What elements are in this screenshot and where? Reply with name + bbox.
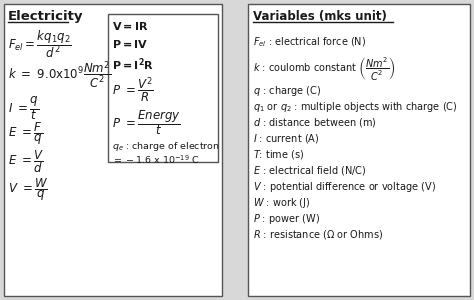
Text: Electricity: Electricity	[8, 10, 83, 23]
Text: $q_{e}$ : charge of electron: $q_{e}$ : charge of electron	[112, 140, 220, 153]
Text: $P\ =\dfrac{\mathit{Energy}}{t}$: $P\ =\dfrac{\mathit{Energy}}{t}$	[112, 108, 181, 137]
Text: $k\ =\ 9.0\mathrm{x}10^{9}\dfrac{Nm^{2}}{C^{2}}$: $k\ =\ 9.0\mathrm{x}10^{9}\dfrac{Nm^{2}}…	[8, 60, 111, 92]
Text: Variables (mks unit): Variables (mks unit)	[253, 10, 387, 23]
Text: $\mathbf{V = IR}$: $\mathbf{V = IR}$	[112, 20, 149, 32]
Text: $P\ =\dfrac{V^{2}}{R}$: $P\ =\dfrac{V^{2}}{R}$	[112, 76, 154, 105]
Text: $\mathbf{P = IV}$: $\mathbf{P = IV}$	[112, 38, 148, 50]
Text: $E$ : electrical field (N/C): $E$ : electrical field (N/C)	[253, 164, 367, 177]
Text: $W$ : work (J): $W$ : work (J)	[253, 196, 310, 210]
Text: $\mathbf{P = I^{2}R}$: $\mathbf{P = I^{2}R}$	[112, 56, 154, 73]
Bar	[108, 14, 218, 162]
Text: $q_{1}$ or $q_{2}$ : multiple objects with charge (C): $q_{1}$ or $q_{2}$ : multiple objects wi…	[253, 100, 457, 114]
Text: $R$ : resistance ($\Omega$ or Ohms): $R$ : resistance ($\Omega$ or Ohms)	[253, 228, 383, 241]
Text: $P$ : power (W): $P$ : power (W)	[253, 212, 320, 226]
Bar	[248, 4, 470, 296]
Text: $V\ =\dfrac{W}{q}$: $V\ =\dfrac{W}{q}$	[8, 176, 48, 203]
Text: $q$ : charge (C): $q$ : charge (C)	[253, 84, 321, 98]
Text: $I\ =\dfrac{q}{t}$: $I\ =\dfrac{q}{t}$	[8, 95, 39, 122]
Text: $k$ : coulomb constant $\left(\dfrac{Nm^{2}}{C^{2}}\right)$: $k$ : coulomb constant $\left(\dfrac{Nm^…	[253, 55, 395, 82]
Text: $T$: time (s): $T$: time (s)	[253, 148, 304, 161]
Text: $E\ =\dfrac{V}{d}$: $E\ =\dfrac{V}{d}$	[8, 148, 45, 175]
Bar	[4, 4, 222, 296]
Text: $I$ : current (A): $I$ : current (A)	[253, 132, 319, 145]
Text: $F_{el}=\dfrac{kq_{1}q_{2}}{d^{2}}$: $F_{el}=\dfrac{kq_{1}q_{2}}{d^{2}}$	[8, 28, 72, 60]
Text: $V$ : potential difference or voltage (V): $V$ : potential difference or voltage (V…	[253, 180, 436, 194]
Text: $= -1.6\ \mathrm{x}\ 10^{-19}\ \mathrm{C}$: $= -1.6\ \mathrm{x}\ 10^{-19}\ \mathrm{C…	[112, 153, 200, 166]
Text: $E\ =\dfrac{F}{q}$: $E\ =\dfrac{F}{q}$	[8, 120, 43, 147]
Text: $F_{el}$ : electrical force (N): $F_{el}$ : electrical force (N)	[253, 35, 366, 49]
Text: $d$ : distance between (m): $d$ : distance between (m)	[253, 116, 376, 129]
